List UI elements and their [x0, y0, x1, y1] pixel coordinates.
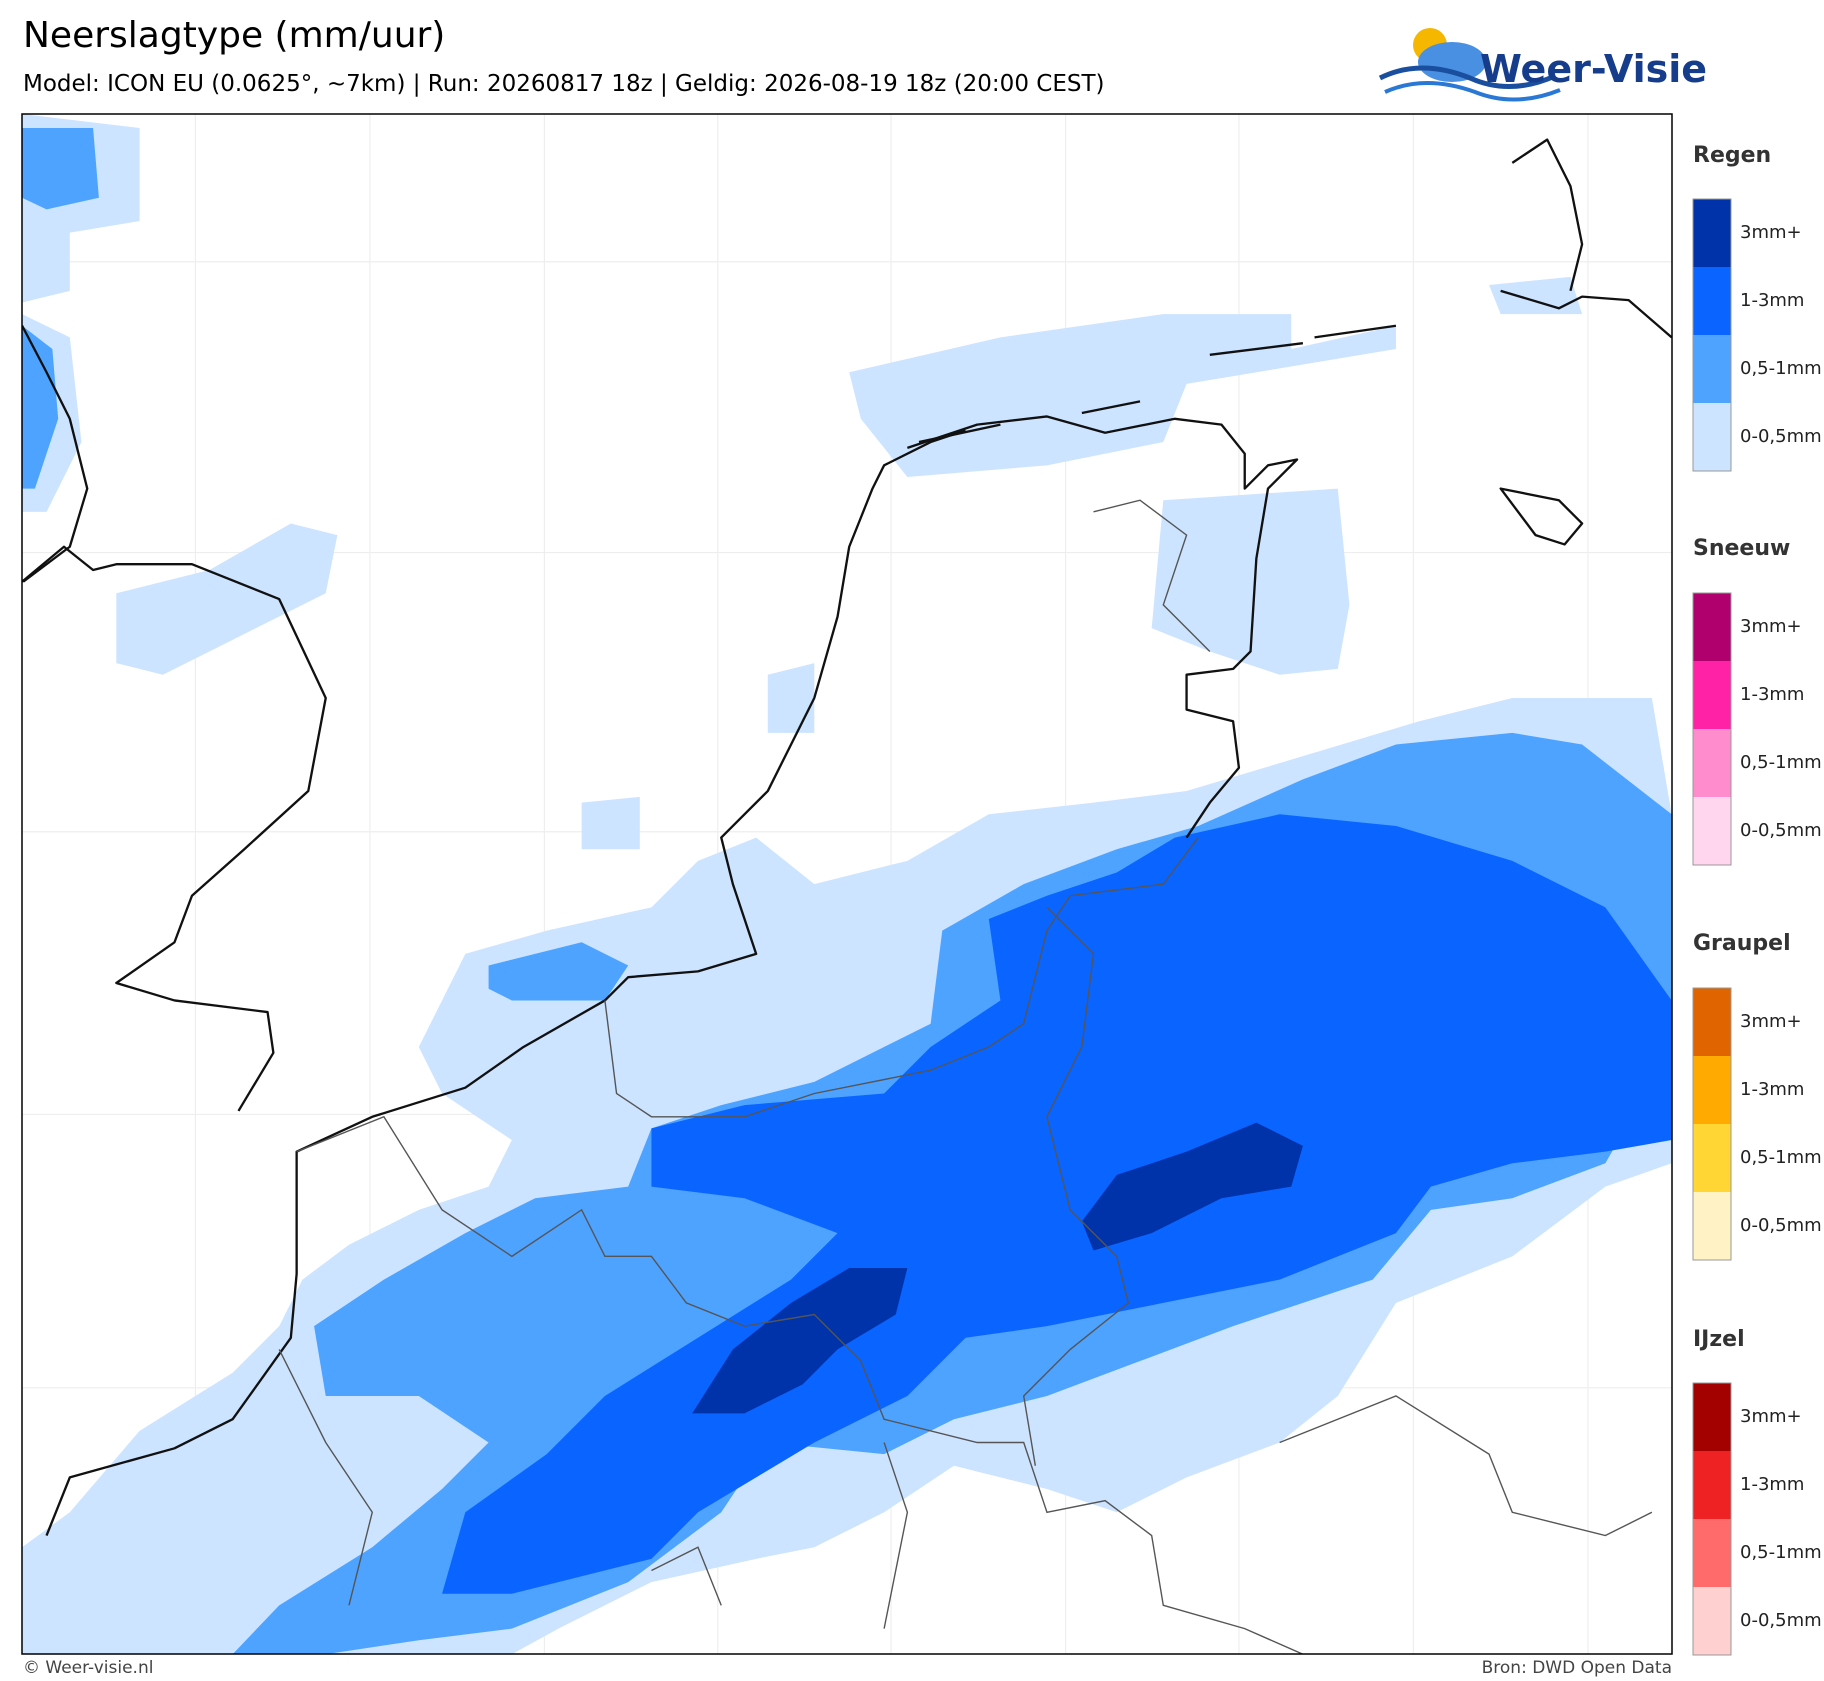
title: Neerslagtype (mm/uur) — [23, 15, 445, 56]
legend-box — [1692, 987, 1732, 1261]
legend-label: 0-0,5mm — [1740, 1215, 1822, 1236]
footer-credit: © Weer-visie.nl — [23, 1658, 153, 1678]
legend-swatch — [1693, 1519, 1731, 1587]
legend-label: 0,5-1mm — [1740, 358, 1822, 379]
legend-label: 1-3mm — [1740, 1474, 1804, 1495]
legend-label: 0-0,5mm — [1740, 820, 1822, 841]
legend-swatch — [1693, 403, 1731, 471]
legend-swatch — [1693, 1451, 1731, 1519]
legend-label: 0,5-1mm — [1740, 752, 1822, 773]
legend: Regen 3mm+ 1-3mm 0,5-1mm 0-0,5mm Sneeuw 3mm+ 1-… — [1692, 143, 1822, 1656]
legend-swatch — [1693, 1587, 1731, 1655]
legend-label: 1-3mm — [1740, 1079, 1804, 1100]
logo-text: Weer-Visie — [1480, 47, 1707, 91]
legend-swatch — [1693, 335, 1731, 403]
legend-swatch — [1693, 797, 1731, 865]
legend-title: Sneeuw — [1693, 536, 1790, 561]
legend-swatch — [1693, 267, 1731, 335]
legend-label: 3mm+ — [1740, 616, 1802, 637]
legend-swatch — [1693, 199, 1731, 267]
legend-title: Regen — [1693, 143, 1771, 168]
legend-swatch — [1693, 729, 1731, 797]
precipitation — [22, 114, 1672, 1654]
legend-title: Graupel — [1693, 931, 1791, 956]
subtitle: Model: ICON EU (0.0625°, ~7km) | Run: 20… — [23, 71, 1104, 97]
legend-label: 3mm+ — [1740, 1406, 1802, 1427]
legend-swatch — [1693, 988, 1731, 1056]
map-frame — [21, 113, 1673, 1655]
legend-label: 0-0,5mm — [1740, 426, 1822, 447]
legend-label: 3mm+ — [1740, 222, 1802, 243]
legend-label: 3mm+ — [1740, 1011, 1802, 1032]
legend-label: 0-0,5mm — [1740, 1610, 1822, 1631]
legend-swatch — [1693, 593, 1731, 661]
legend-label: 0,5-1mm — [1740, 1147, 1822, 1168]
legend-label: 1-3mm — [1740, 290, 1804, 311]
legend-box — [1692, 592, 1732, 866]
footer-source: Bron: DWD Open Data — [1482, 1658, 1672, 1678]
legend-swatch — [1693, 1383, 1731, 1451]
legend-box — [1692, 1382, 1732, 1656]
legend-swatch — [1693, 1124, 1731, 1192]
legend-title: IJzel — [1693, 1327, 1745, 1352]
logo: Weer-Visie — [1378, 28, 1707, 102]
map — [22, 114, 1672, 1654]
legend-swatch — [1693, 661, 1731, 729]
legend-box — [1692, 198, 1732, 472]
legend-swatch — [1693, 1192, 1731, 1260]
legend-label: 0,5-1mm — [1740, 1542, 1822, 1563]
legend-label: 1-3mm — [1740, 684, 1804, 705]
legend-swatch — [1693, 1056, 1731, 1124]
